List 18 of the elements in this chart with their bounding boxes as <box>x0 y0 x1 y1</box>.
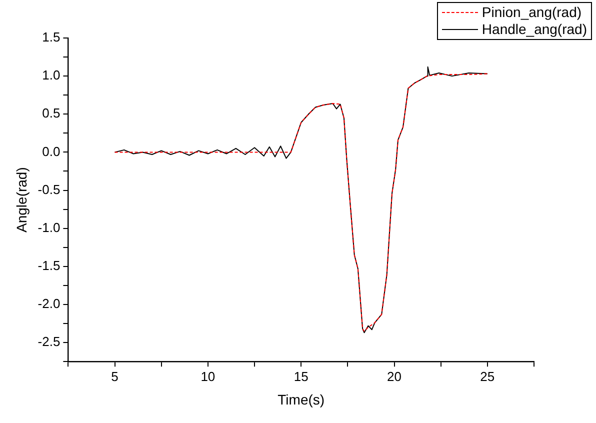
legend-label: Handle_ang(rad) <box>482 21 587 38</box>
y-tick-label: -1.5 <box>38 258 60 273</box>
y-tick-label: -0.5 <box>38 182 60 197</box>
y-axis-title: Angle(rad) <box>13 167 30 232</box>
x-tick-label: 15 <box>294 368 308 384</box>
legend-label: Pinion_ang(rad) <box>482 4 582 21</box>
x-tick-label: 20 <box>387 368 402 384</box>
x-tick-label: 5 <box>111 368 118 384</box>
y-tick-label: 1.5 <box>42 30 60 45</box>
y-tick-label: -1.0 <box>38 220 60 235</box>
x-tick-label: 10 <box>200 368 216 384</box>
y-tick-label: -2.0 <box>38 296 60 312</box>
y-tick-label: 0.0 <box>42 144 60 159</box>
y-tick-label: 0.5 <box>42 106 60 121</box>
y-tick-label: -2.5 <box>38 334 60 350</box>
y-tick-label: 1.0 <box>42 68 60 83</box>
x-tick-label: 25 <box>480 368 495 384</box>
x-axis-title: Time(s) <box>278 391 325 408</box>
